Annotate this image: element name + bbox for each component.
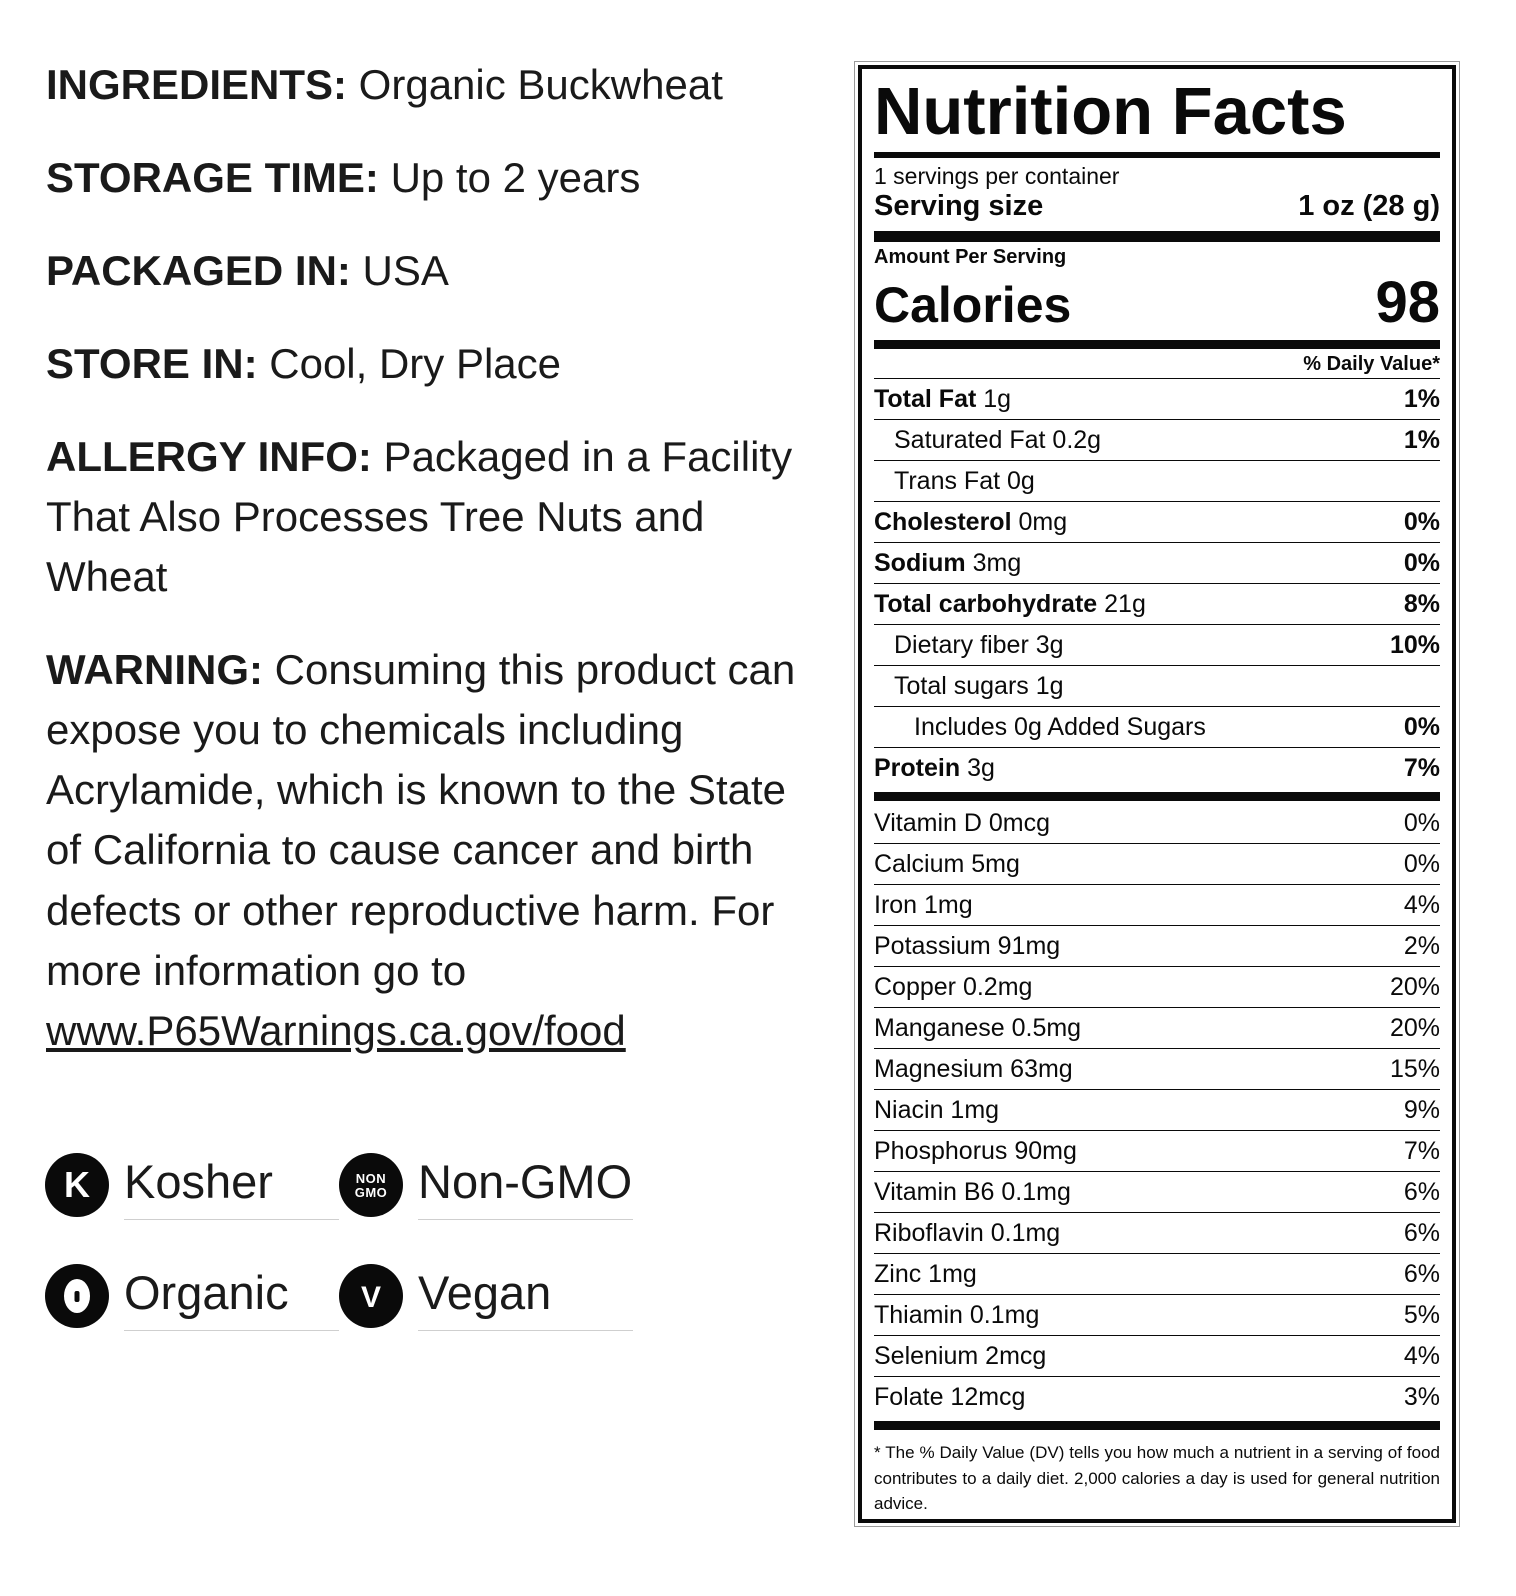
svg-text:GMO: GMO: [355, 1185, 388, 1200]
svg-text:NON: NON: [356, 1171, 386, 1186]
svg-text:K: K: [64, 1164, 90, 1205]
svg-text:V: V: [361, 1281, 381, 1314]
